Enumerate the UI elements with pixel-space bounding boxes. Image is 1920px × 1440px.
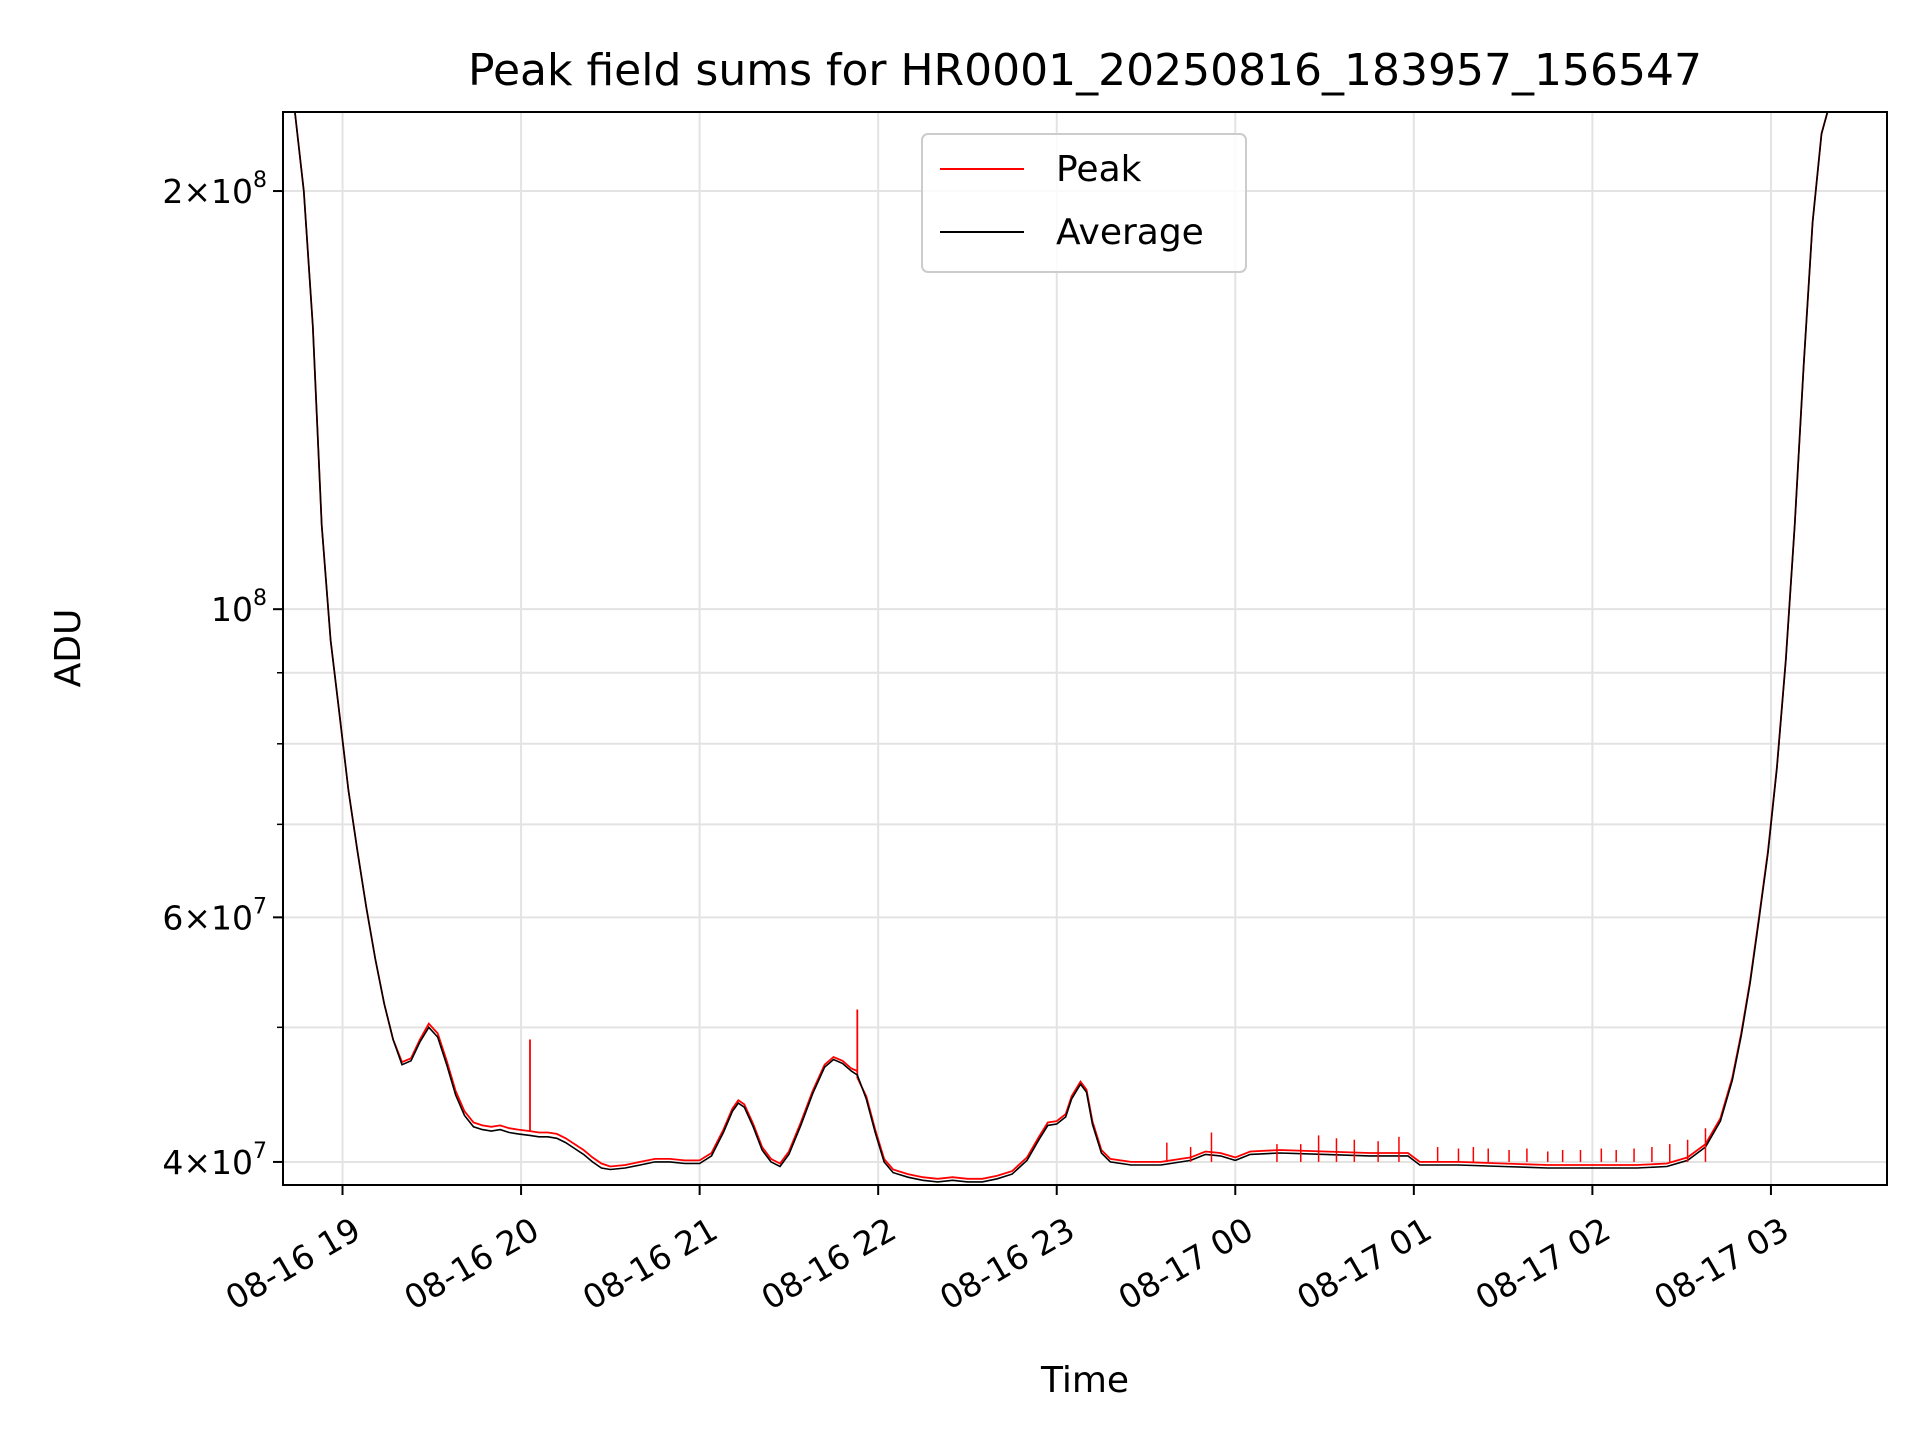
x-tick-label: 08-17 00 (1112, 1210, 1260, 1318)
x-axis-label: Time (1040, 1360, 1129, 1401)
y-tick-label: 108 (211, 586, 267, 629)
x-axis: 08-16 19 08-16 20 08-16 21 08-16 22 08-16 23… (219, 1185, 1795, 1318)
x-tick-label: 08-16 21 (576, 1210, 724, 1318)
y-tick-label: 6×107 (162, 894, 267, 937)
plot-frame (282, 111, 1888, 1186)
x-tick-label: 08-16 19 (219, 1210, 367, 1318)
y-tick-label: 2×108 (162, 168, 267, 211)
y-tick-label: 4×107 (162, 1139, 267, 1182)
chart-title: Peak field sums for HR0001_20250816_1839… (468, 45, 1702, 96)
x-tick-label: 08-17 01 (1290, 1210, 1438, 1318)
x-tick-label: 08-17 03 (1647, 1210, 1795, 1318)
plot-area (294, 112, 1887, 1183)
x-tick-label: 08-16 22 (755, 1210, 903, 1318)
y-axis: 4×107 6×107 108 2×108 (162, 168, 283, 1182)
x-tick-label: 08-16 23 (933, 1210, 1081, 1318)
x-tick-label: 08-17 02 (1469, 1210, 1617, 1318)
legend-label-average: Average (1056, 212, 1204, 253)
legend: Peak Average (921, 133, 1247, 273)
legend-label-peak: Peak (1056, 149, 1142, 190)
peak-series-line (294, 112, 1887, 1180)
x-tick-label: 08-16 20 (397, 1210, 545, 1318)
average-series-line (294, 112, 1887, 1183)
y-axis-label: ADU (48, 609, 89, 688)
